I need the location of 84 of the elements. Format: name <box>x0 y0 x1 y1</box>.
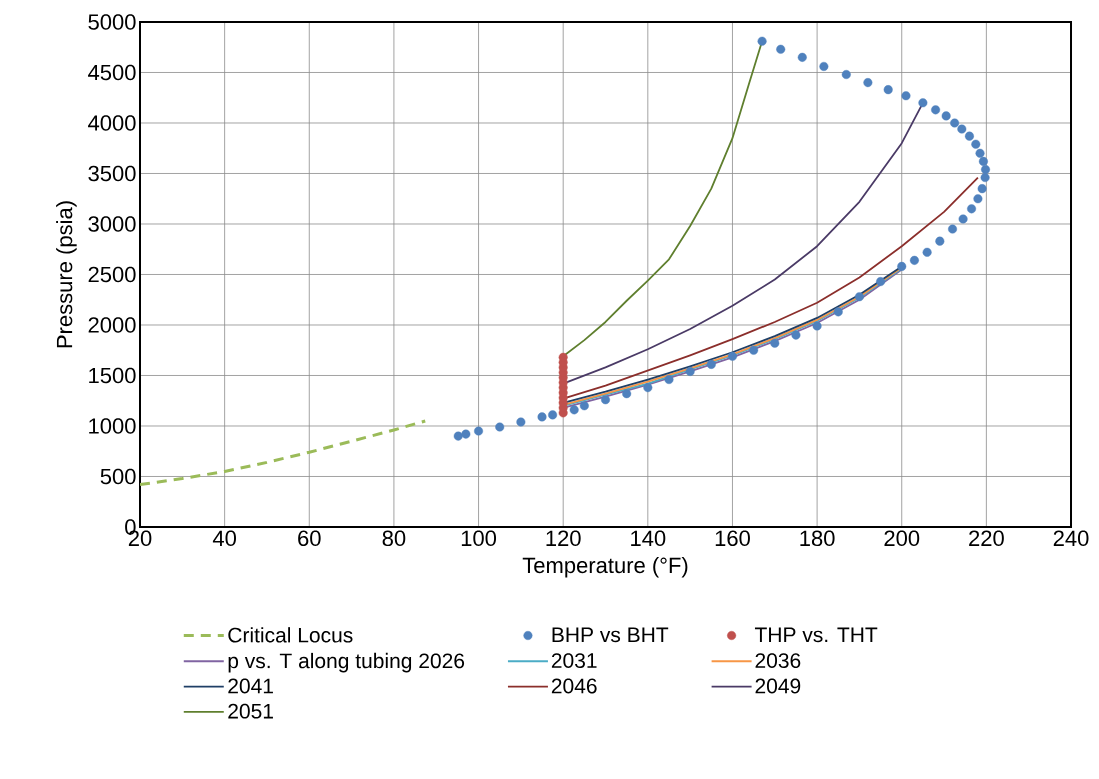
y-tick-label: 4500 <box>88 64 136 81</box>
point <box>537 412 547 422</box>
x-tick-label: 80 <box>382 530 406 547</box>
point <box>971 139 981 149</box>
point <box>453 431 463 441</box>
legend-label: BHP vs BHT <box>552 627 669 643</box>
x-tick-label: 180 <box>800 530 835 547</box>
point <box>981 164 991 174</box>
point <box>474 426 484 436</box>
point <box>931 105 941 115</box>
point <box>957 124 967 134</box>
y-tick-label: 2000 <box>88 317 136 333</box>
point <box>664 375 674 385</box>
y-tick-label: 500 <box>100 468 136 485</box>
point <box>978 156 988 166</box>
point <box>622 389 632 399</box>
point <box>495 422 505 432</box>
point <box>883 85 893 95</box>
point <box>863 78 873 88</box>
point <box>948 224 958 234</box>
point <box>461 429 471 439</box>
point <box>975 148 985 158</box>
point <box>706 359 716 369</box>
point <box>685 366 695 376</box>
y-tick-label: 3000 <box>88 216 136 232</box>
point <box>727 351 737 361</box>
point <box>854 292 864 302</box>
point <box>980 173 990 183</box>
x-tick-label: 120 <box>546 530 581 547</box>
point <box>909 255 919 265</box>
point <box>516 417 526 427</box>
point <box>833 307 843 317</box>
x-tick-label: 40 <box>212 530 237 547</box>
point <box>958 214 968 224</box>
x-tick-label: 60 <box>298 530 321 547</box>
point <box>776 44 786 54</box>
point <box>601 395 611 405</box>
legend-label: 2046 <box>551 678 597 694</box>
point <box>941 111 951 121</box>
point <box>922 247 932 257</box>
y-tick-label: 1500 <box>89 367 136 384</box>
legend-label: THP vs. THT <box>754 627 878 643</box>
point <box>977 184 987 194</box>
point <box>973 194 983 204</box>
x-tick-label: 220 <box>969 530 1004 547</box>
point <box>643 383 653 393</box>
x-tick-label: 100 <box>461 530 497 547</box>
point <box>897 261 907 271</box>
point <box>791 330 801 340</box>
y-tick-label: 5000 <box>88 14 136 30</box>
point <box>569 405 579 415</box>
point <box>757 36 767 46</box>
y-tick-label: 4000 <box>88 115 136 131</box>
point <box>749 345 759 355</box>
point <box>964 131 974 141</box>
point <box>901 91 911 101</box>
y-tick-label: 3500 <box>88 165 136 182</box>
point <box>770 338 780 348</box>
point <box>950 118 960 128</box>
point <box>812 321 822 331</box>
point <box>918 98 928 108</box>
legend-label: Critical Locus <box>228 627 353 643</box>
point <box>548 410 558 420</box>
x-axis-title: Temperature (°F) <box>522 556 688 578</box>
point <box>876 277 886 287</box>
legend-label: 2036 <box>755 653 801 669</box>
legend-label: 2041 <box>228 678 273 694</box>
y-tick-label: 2500 <box>88 266 136 283</box>
y-axis-title: Pressure (psia) <box>56 201 77 348</box>
point <box>841 70 851 80</box>
point <box>967 204 977 214</box>
legend-label: p vs. T along tubing 2026 <box>228 652 465 673</box>
legend-label: 2051 <box>228 703 273 719</box>
x-tick-label: 240 <box>1053 530 1089 547</box>
x-tick-label: 140 <box>631 530 666 547</box>
x-tick-label: 160 <box>715 530 750 547</box>
point <box>797 52 807 62</box>
y-tick-label: 1000 <box>89 418 136 434</box>
point <box>935 236 945 246</box>
legend-label: 2049 <box>755 678 801 694</box>
point <box>819 61 829 71</box>
x-tick-label: 200 <box>884 530 920 547</box>
legend-label: 2031 <box>551 653 597 669</box>
point <box>579 401 589 411</box>
